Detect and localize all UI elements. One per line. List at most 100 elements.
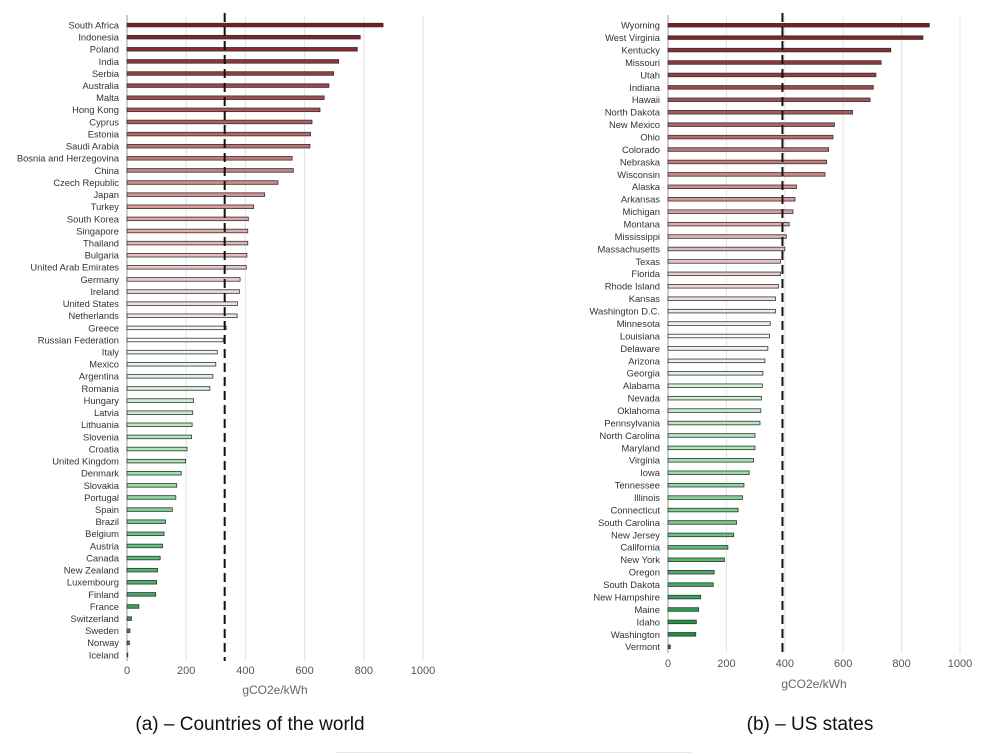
bar-montana [667,221,790,227]
bar-kentucky [667,47,892,53]
x-tick-label: 200 [177,665,195,677]
bar-south-africa [126,22,384,28]
category-label: Tennessee [615,480,660,491]
category-label: Illinois [634,492,660,503]
bar-canada [126,555,161,561]
category-label: Belgium [85,528,119,539]
category-label: Estonia [88,128,120,139]
panel-a-caption: (a) – Countries of the world [135,714,365,735]
bar-latvia [126,410,194,415]
bar-belgium [126,531,165,537]
bar-mississippi [667,234,787,239]
bar-singapore [126,228,249,234]
category-label: Canada [86,552,120,563]
bar-indonesia [126,34,361,40]
category-label: Nevada [628,393,661,404]
category-label: Poland [90,44,119,55]
category-label: Georgia [627,368,661,379]
x-tick-label: 800 [355,665,373,677]
category-label: Idaho [637,616,660,627]
category-label: Colorado [622,144,660,155]
bar-georgia [667,371,764,376]
bar-south-carolina [667,520,738,525]
bar-austria [126,543,163,549]
bar-texas [667,259,781,264]
bar-minnesota [667,321,771,326]
category-label: Argentina [79,371,120,382]
bar-utah [667,72,877,78]
bar-china [126,168,294,173]
bar-united-arab-emirates [126,265,247,270]
bar-saudi-arabia [126,143,311,149]
bar-rhode-island [667,284,779,289]
category-label: Turkey [91,201,120,212]
bar-denmark [126,471,182,476]
bar-connecticut [667,507,739,513]
bar-new-hampshire [667,594,702,600]
category-label: North Carolina [600,430,661,441]
bar-washington-d-c- [667,308,776,314]
bar-united-kingdom [126,458,187,464]
category-label: Portugal [84,492,119,503]
bar-virginia [667,458,754,463]
bar-delaware [667,346,769,351]
bar-indiana [667,85,874,90]
bar-wyoming [667,23,930,28]
bar-croatia [126,446,188,452]
bar-maryland [667,445,756,451]
category-label: Australia [83,80,120,91]
bar-south-korea [126,216,249,222]
category-label: Slovenia [83,431,120,442]
divider-line [336,752,691,753]
category-label: Connecticut [610,504,660,515]
bar-new-mexico [667,122,835,127]
category-label: Greece [88,322,119,333]
x-tick-label: 1000 [411,665,435,677]
category-label: United Arab Emirates [30,262,119,273]
category-label: Rhode Island [605,281,660,292]
category-label: Cyprus [89,116,119,127]
bar-romania [126,386,211,391]
bar-new-jersey [667,532,735,538]
bar-sweden [126,628,131,633]
category-label: Vermont [625,641,660,652]
category-label: South Carolina [598,517,661,528]
category-label: Mississippi [615,231,660,242]
bar-lithuania [126,422,193,427]
category-label: Denmark [81,468,119,479]
category-label: South Korea [67,213,120,224]
bar-slovakia [126,483,178,488]
bar-brazil [126,519,166,524]
category-label: Lithuania [81,419,120,430]
category-label: Thailand [83,237,119,248]
category-label: Pennsylvania [604,417,661,428]
x-tick-label: 1000 [948,658,972,670]
bar-hawaii [667,97,871,103]
category-label: Iceland [89,649,119,660]
bar-south-dakota [667,582,714,587]
chart-panel-countries: South AfricaIndonesiaPolandIndiaSerbiaAu… [17,13,435,697]
category-label: Mexico [89,359,119,370]
bar-north-carolina [667,433,756,438]
bar-cyprus [126,119,313,125]
category-label: Singapore [76,225,119,236]
category-label: Sweden [85,625,119,636]
bar-bosnia-and-herzegovina [126,156,293,161]
category-label: Montana [624,219,661,230]
bar-mexico [126,362,217,367]
bar-tennessee [667,482,745,488]
category-label: Spain [95,504,119,515]
bar-michigan [667,209,794,214]
category-label: Arkansas [621,194,660,205]
x-tick-label: 800 [892,658,910,670]
bar-iowa [667,470,750,475]
category-label: South Africa [68,19,119,30]
category-label: North Dakota [605,107,661,118]
bar-hong-kong [126,107,321,113]
bar-louisiana [667,333,771,339]
bar-oregon [667,569,715,575]
category-label: Switzerland [71,613,119,624]
category-label: Hungary [84,395,120,406]
